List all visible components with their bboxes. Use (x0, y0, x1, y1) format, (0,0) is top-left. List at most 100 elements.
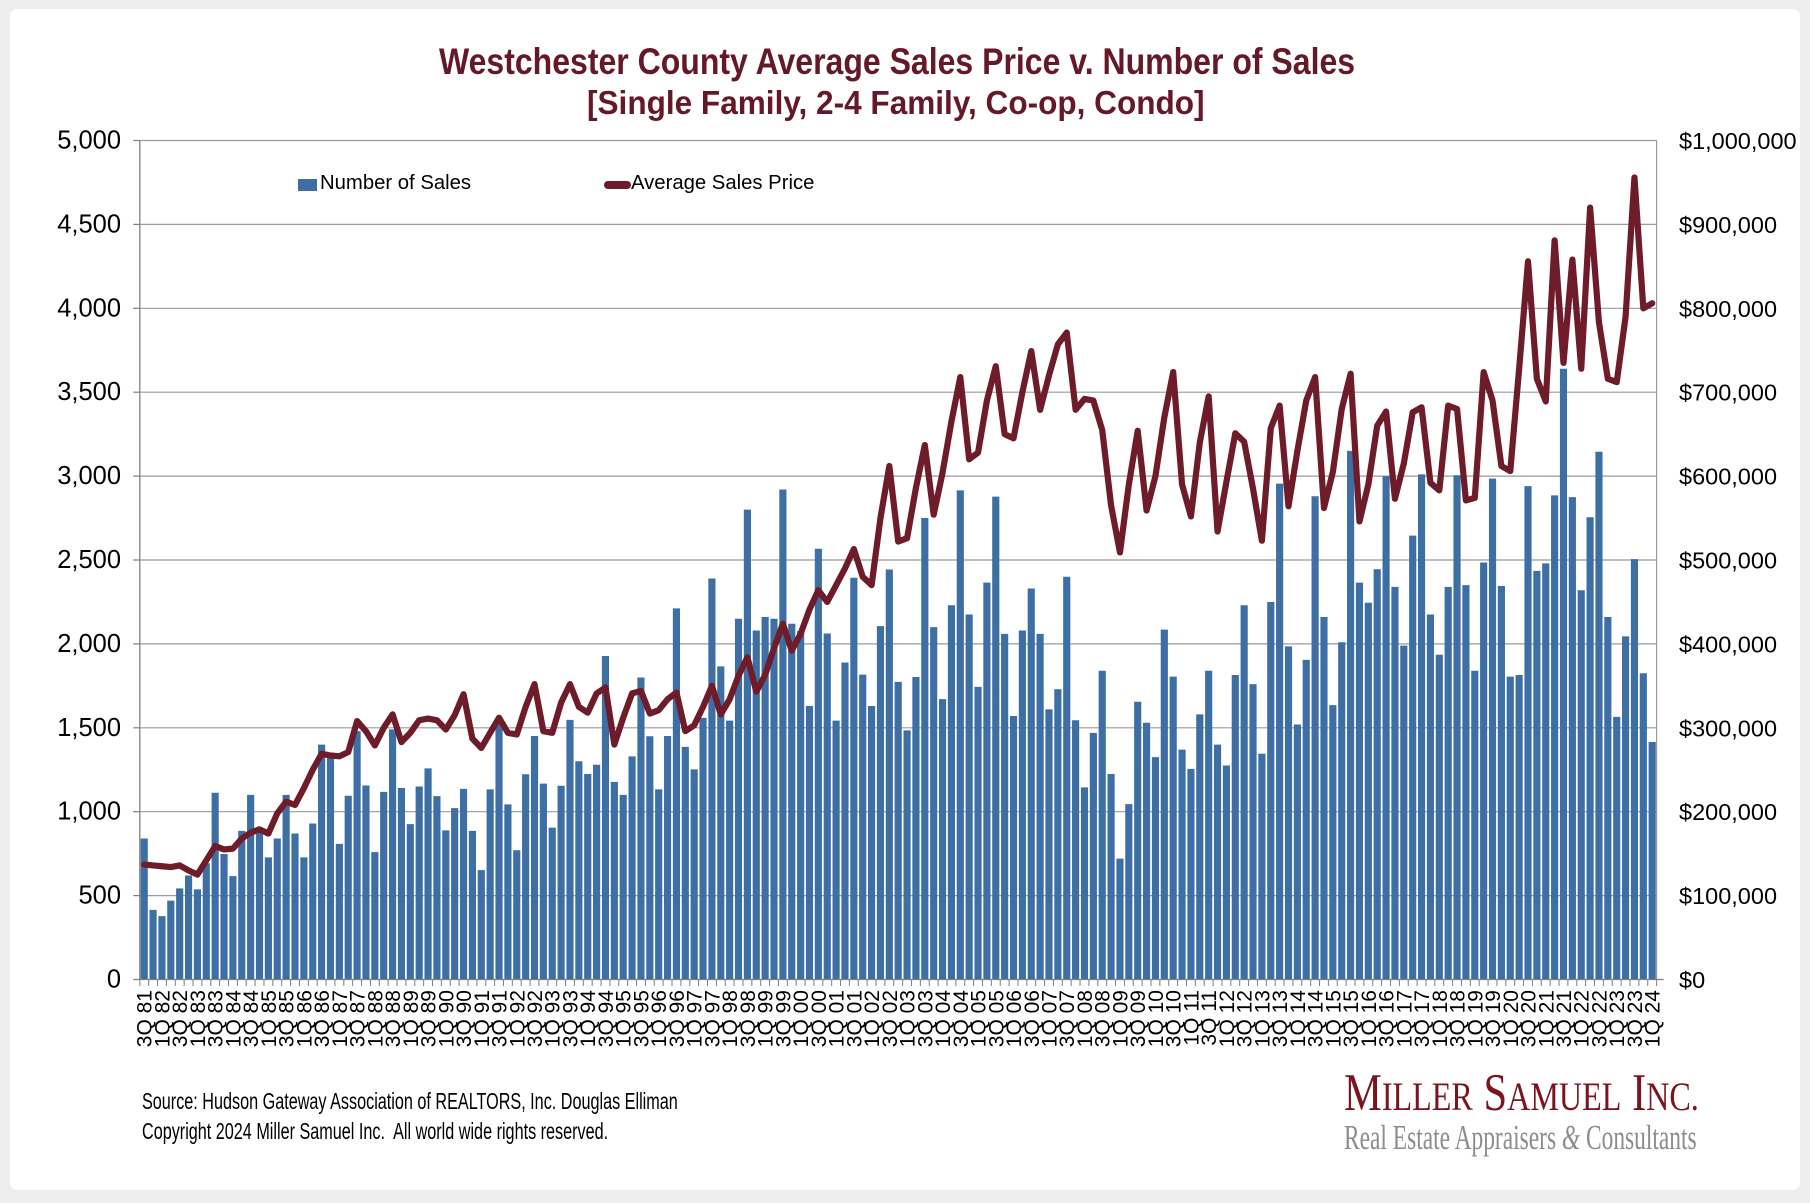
svg-text:1Q 04: 1Q 04 (932, 990, 955, 1048)
svg-text:2,500: 2,500 (57, 546, 121, 574)
svg-text:1Q 92: 1Q 92 (506, 990, 529, 1047)
svg-text:4,500: 4,500 (57, 210, 121, 238)
svg-text:3Q 92: 3Q 92 (524, 990, 547, 1047)
svg-text:1Q 05: 1Q 05 (968, 990, 991, 1047)
svg-text:1Q 24: 1Q 24 (1642, 990, 1665, 1048)
svg-text:$200,000: $200,000 (1679, 799, 1777, 825)
svg-text:3Q 09: 3Q 09 (1127, 990, 1150, 1047)
svg-text:1Q 85: 1Q 85 (258, 990, 281, 1047)
svg-text:1Q 96: 1Q 96 (648, 990, 671, 1047)
svg-text:$900,000: $900,000 (1679, 212, 1777, 238)
svg-text:3Q 93: 3Q 93 (560, 990, 583, 1047)
svg-text:1Q 23: 1Q 23 (1606, 990, 1629, 1047)
svg-text:3Q 83: 3Q 83 (205, 990, 228, 1047)
svg-text:1Q 18: 1Q 18 (1429, 990, 1452, 1047)
svg-text:3Q 07: 3Q 07 (1056, 990, 1079, 1047)
svg-text:$300,000: $300,000 (1679, 715, 1777, 741)
svg-text:1Q 21: 1Q 21 (1535, 990, 1558, 1047)
svg-text:3Q 06: 3Q 06 (1021, 990, 1044, 1047)
svg-text:3Q 19: 3Q 19 (1482, 990, 1505, 1047)
svg-text:1Q 91: 1Q 91 (471, 990, 494, 1047)
svg-text:1Q 14: 1Q 14 (1287, 990, 1310, 1048)
svg-text:3Q 01: 3Q 01 (843, 990, 866, 1047)
svg-text:0: 0 (107, 966, 121, 994)
svg-text:1Q 83: 1Q 83 (187, 990, 210, 1047)
svg-text:1Q 86: 1Q 86 (293, 990, 316, 1047)
svg-text:4,000: 4,000 (57, 294, 121, 322)
svg-text:1Q 10: 1Q 10 (1145, 990, 1168, 1047)
svg-text:3Q 02: 3Q 02 (879, 990, 902, 1047)
svg-text:1Q 20: 1Q 20 (1500, 990, 1523, 1047)
svg-text:1Q 82: 1Q 82 (151, 990, 174, 1047)
svg-text:3Q 97: 3Q 97 (701, 990, 724, 1047)
svg-text:1Q 90: 1Q 90 (435, 990, 458, 1047)
svg-text:3Q 84: 3Q 84 (240, 990, 263, 1048)
svg-text:5,000: 5,000 (57, 127, 121, 155)
svg-text:1Q 11: 1Q 11 (1180, 990, 1203, 1046)
svg-text:3Q 95: 3Q 95 (631, 990, 654, 1047)
svg-text:3Q 00: 3Q 00 (808, 990, 831, 1047)
svg-text:$500,000: $500,000 (1679, 548, 1777, 574)
svg-text:1Q 87: 1Q 87 (329, 990, 352, 1047)
svg-text:1Q 08: 1Q 08 (1074, 990, 1097, 1047)
svg-text:1Q 06: 1Q 06 (1003, 990, 1026, 1047)
svg-text:$800,000: $800,000 (1679, 296, 1777, 322)
svg-text:3Q 88: 3Q 88 (382, 990, 405, 1047)
svg-text:3Q 98: 3Q 98 (737, 990, 760, 1047)
svg-text:3Q 08: 3Q 08 (1092, 990, 1115, 1047)
svg-text:3Q 21: 3Q 21 (1553, 990, 1576, 1047)
svg-text:3Q 15: 3Q 15 (1340, 990, 1363, 1047)
svg-text:3Q 81: 3Q 81 (134, 990, 157, 1047)
svg-text:3,000: 3,000 (57, 462, 121, 490)
svg-text:3Q 90: 3Q 90 (453, 990, 476, 1047)
svg-text:1Q 95: 1Q 95 (613, 990, 636, 1047)
svg-text:1Q 16: 1Q 16 (1358, 990, 1381, 1047)
svg-text:1Q 09: 1Q 09 (1110, 990, 1133, 1047)
svg-text:1Q 00: 1Q 00 (790, 990, 813, 1047)
svg-text:$100,000: $100,000 (1679, 883, 1777, 909)
svg-text:3Q 13: 3Q 13 (1269, 990, 1292, 1047)
svg-text:$1,000,000: $1,000,000 (1679, 128, 1797, 154)
svg-text:1Q 98: 1Q 98 (719, 990, 742, 1047)
svg-text:1Q 01: 1Q 01 (826, 990, 849, 1047)
svg-text:1Q 22: 1Q 22 (1571, 990, 1594, 1047)
svg-text:3Q 14: 3Q 14 (1305, 990, 1328, 1048)
svg-text:3Q 12: 3Q 12 (1234, 990, 1257, 1047)
svg-text:3Q 17: 3Q 17 (1411, 990, 1434, 1047)
svg-text:1Q 19: 1Q 19 (1464, 990, 1487, 1047)
svg-text:3Q 10: 3Q 10 (1163, 990, 1186, 1047)
svg-text:3Q 94: 3Q 94 (595, 990, 618, 1048)
svg-text:3Q 99: 3Q 99 (772, 990, 795, 1047)
svg-text:1Q 13: 1Q 13 (1251, 990, 1274, 1047)
svg-text:1Q 07: 1Q 07 (1039, 990, 1062, 1047)
svg-text:3,500: 3,500 (57, 378, 121, 406)
svg-text:1Q 97: 1Q 97 (684, 990, 707, 1047)
svg-text:1Q 99: 1Q 99 (755, 990, 778, 1047)
svg-text:$0: $0 (1679, 967, 1705, 993)
svg-text:3Q 23: 3Q 23 (1624, 990, 1647, 1047)
svg-text:3Q 18: 3Q 18 (1447, 990, 1470, 1047)
svg-text:1Q 15: 1Q 15 (1322, 990, 1345, 1047)
svg-text:3Q 86: 3Q 86 (311, 990, 334, 1047)
svg-text:3Q 87: 3Q 87 (347, 990, 370, 1047)
svg-text:1Q 12: 1Q 12 (1216, 990, 1239, 1047)
svg-text:3Q 85: 3Q 85 (276, 990, 299, 1047)
svg-text:1Q 84: 1Q 84 (222, 990, 245, 1048)
svg-text:500: 500 (78, 882, 121, 910)
svg-text:1Q 03: 1Q 03 (897, 990, 920, 1047)
svg-text:$700,000: $700,000 (1679, 380, 1777, 406)
svg-text:1,000: 1,000 (57, 798, 121, 826)
svg-text:1Q 93: 1Q 93 (542, 990, 565, 1047)
svg-text:1Q 17: 1Q 17 (1393, 990, 1416, 1047)
svg-text:3Q 11: 3Q 11 (1198, 990, 1221, 1046)
svg-text:3Q 03: 3Q 03 (914, 990, 937, 1047)
svg-text:3Q 89: 3Q 89 (418, 990, 441, 1047)
svg-text:3Q 05: 3Q 05 (985, 990, 1008, 1047)
svg-text:3Q 20: 3Q 20 (1518, 990, 1541, 1047)
svg-text:1,500: 1,500 (57, 714, 121, 742)
svg-text:2,000: 2,000 (57, 630, 121, 658)
svg-text:3Q 96: 3Q 96 (666, 990, 689, 1047)
svg-text:1Q 94: 1Q 94 (577, 990, 600, 1048)
svg-text:3Q 22: 3Q 22 (1589, 990, 1612, 1047)
svg-text:3Q 16: 3Q 16 (1376, 990, 1399, 1047)
